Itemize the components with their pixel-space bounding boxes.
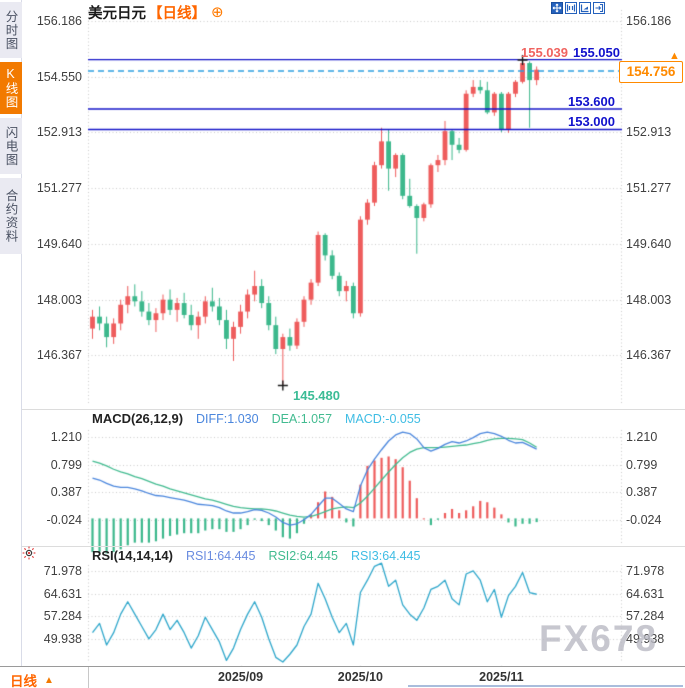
rsi-axis-label-right: 49.938 [626,632,665,646]
period-selector-arrow-icon: ▲ [44,674,54,686]
support-level-label-153000: 153.000 [568,114,615,129]
time-axis-label: 2025/09 [217,670,264,684]
low-price-label: 145.480 [293,388,340,403]
time-axis-label: 2025/10 [337,670,383,684]
price-axis-label-right: 156.186 [626,14,672,28]
price-axis-label-right: 152.913 [626,125,672,139]
indicator-settings-icon[interactable] [22,546,36,560]
period-selector-button[interactable]: 日线 ▲ [10,670,54,688]
macd-axis-label-left: 1.210 [50,430,82,444]
add-indicator-icon[interactable]: ⊕ [211,3,224,21]
price-axis-label-left: 149.640 [36,237,82,251]
macd-axis-label-right: 0.799 [626,458,658,472]
sidebar-tab-lightning[interactable]: 闪电图 [0,118,22,174]
macd-title: MACD(26,12,9) [92,411,184,426]
panel-separator-macd [22,409,685,410]
period-tag: 【日线】 [148,5,206,22]
sidebar: 分时图 K线图 闪电图 合约资料 [0,0,22,688]
fit-chart-button[interactable] [565,2,577,14]
price-axis-label-left: 152.913 [36,125,82,139]
support-level-label-153600: 153.600 [568,94,615,109]
rsi-title: RSI(14,14,14) [92,548,173,563]
period-selector-label: 日线 [10,674,37,688]
high-price-label: 155.039 [521,45,568,60]
rsi-axis-label-left: 64.631 [43,587,82,601]
price-axis-label-right: 149.640 [626,237,672,251]
price-axis-label-left: 146.367 [36,348,82,362]
macd-osc-value: MACD:-0.055 [345,412,421,426]
time-scrollbar[interactable] [408,685,683,687]
chart-toolbar [551,2,605,14]
price-axis-label-right: 148.003 [626,293,672,307]
time-axis-label: 2025/11 [479,670,524,684]
resistance-level-label-155050: 155.050 [573,45,620,60]
rsi-axis-label-left: 71.978 [43,564,82,578]
sidebar-tab-contract-info[interactable]: 合约资料 [0,178,22,254]
last-price-tag: 154.756 [619,61,683,83]
macd-dea-value: DEA:1.057 [271,412,333,426]
price-axis-label-left: 148.003 [36,293,82,307]
price-axis-label-right: 146.367 [626,348,672,362]
panel-separator-rsi [22,546,685,547]
price-axis-label-left: 156.186 [36,14,82,28]
price-axis-label-left: 151.277 [36,181,82,195]
rsi-axis-label-left: 49.938 [43,632,82,646]
macd-axis-label-left: -0.024 [46,513,82,527]
rsi-axis-label-right: 71.978 [626,564,665,578]
rsi3-value: RSI3:64.445 [350,549,421,563]
macd-header: MACD(26,12,9) DIFF:1.030 DEA:1.057 MACD:… [92,411,421,426]
macd-axis-label-left: 0.799 [50,458,82,472]
macd-axis-label-left: 0.387 [50,485,82,499]
pan-tool-button[interactable] [551,2,563,14]
axis-bar-divider [88,667,89,688]
macd-axis-label-right: 1.210 [626,430,658,444]
macd-axis-label-right: 0.387 [626,485,658,499]
last-price-arrow-icon: ▲ [669,50,680,62]
symbol-name: 美元日元 [88,5,146,22]
sidebar-tab-kline[interactable]: K线图 [0,62,22,114]
fx678-watermark: FX678 [539,618,659,659]
export-button[interactable] [593,2,605,14]
rsi-axis-label-right: 57.284 [626,609,665,623]
time-axis-bar: 日线 ▲ 2025/09 2025/10 2025/11 [0,666,685,688]
sidebar-tab-timeshare[interactable]: 分时图 [0,2,22,58]
price-axis-label-right: 151.277 [626,181,672,195]
rsi-axis-label-right: 64.631 [626,587,665,601]
chart-title: 美元日元 【日线】 ⊕ [88,3,224,22]
rsi2-value: RSI2:64.445 [268,549,338,563]
macd-diff-value: DIFF:1.030 [196,412,259,426]
rsi-axis-label-left: 57.284 [43,609,82,623]
rsi1-value: RSI1:64.445 [185,549,256,563]
playback-button[interactable] [579,2,591,14]
rsi-header: RSI(14,14,14) RSI1:64.445 RSI2:64.445 RS… [92,548,420,563]
price-axis-label-left: 154.550 [36,70,82,84]
macd-axis-label-right: -0.024 [626,513,662,527]
